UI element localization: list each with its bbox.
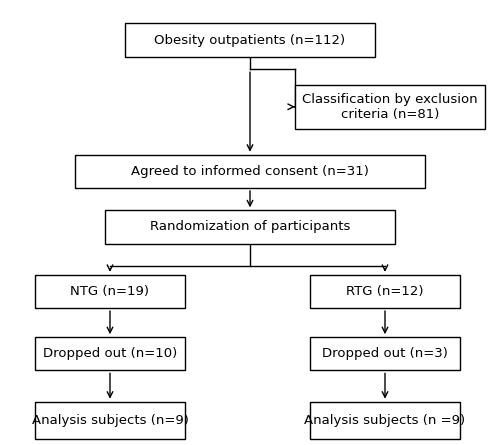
FancyBboxPatch shape [125,23,375,57]
Text: Analysis subjects (n=9): Analysis subjects (n=9) [32,414,188,427]
FancyBboxPatch shape [295,85,485,129]
FancyBboxPatch shape [75,154,425,188]
FancyBboxPatch shape [310,337,460,370]
FancyBboxPatch shape [35,401,185,440]
FancyBboxPatch shape [35,275,185,308]
Text: Classification by exclusion
criteria (n=81): Classification by exclusion criteria (n=… [302,93,478,121]
FancyBboxPatch shape [105,210,395,243]
Text: RTG (n=12): RTG (n=12) [346,285,424,298]
Text: Obesity outpatients (n=112): Obesity outpatients (n=112) [154,33,346,47]
Text: Dropped out (n=10): Dropped out (n=10) [43,347,177,360]
Text: Randomization of participants: Randomization of participants [150,220,350,234]
FancyBboxPatch shape [35,337,185,370]
Text: Analysis subjects (n =9): Analysis subjects (n =9) [304,414,466,427]
Text: NTG (n=19): NTG (n=19) [70,285,150,298]
Text: Dropped out (n=3): Dropped out (n=3) [322,347,448,360]
Text: Agreed to informed consent (n=31): Agreed to informed consent (n=31) [131,165,369,178]
FancyBboxPatch shape [310,275,460,308]
FancyBboxPatch shape [310,401,460,440]
